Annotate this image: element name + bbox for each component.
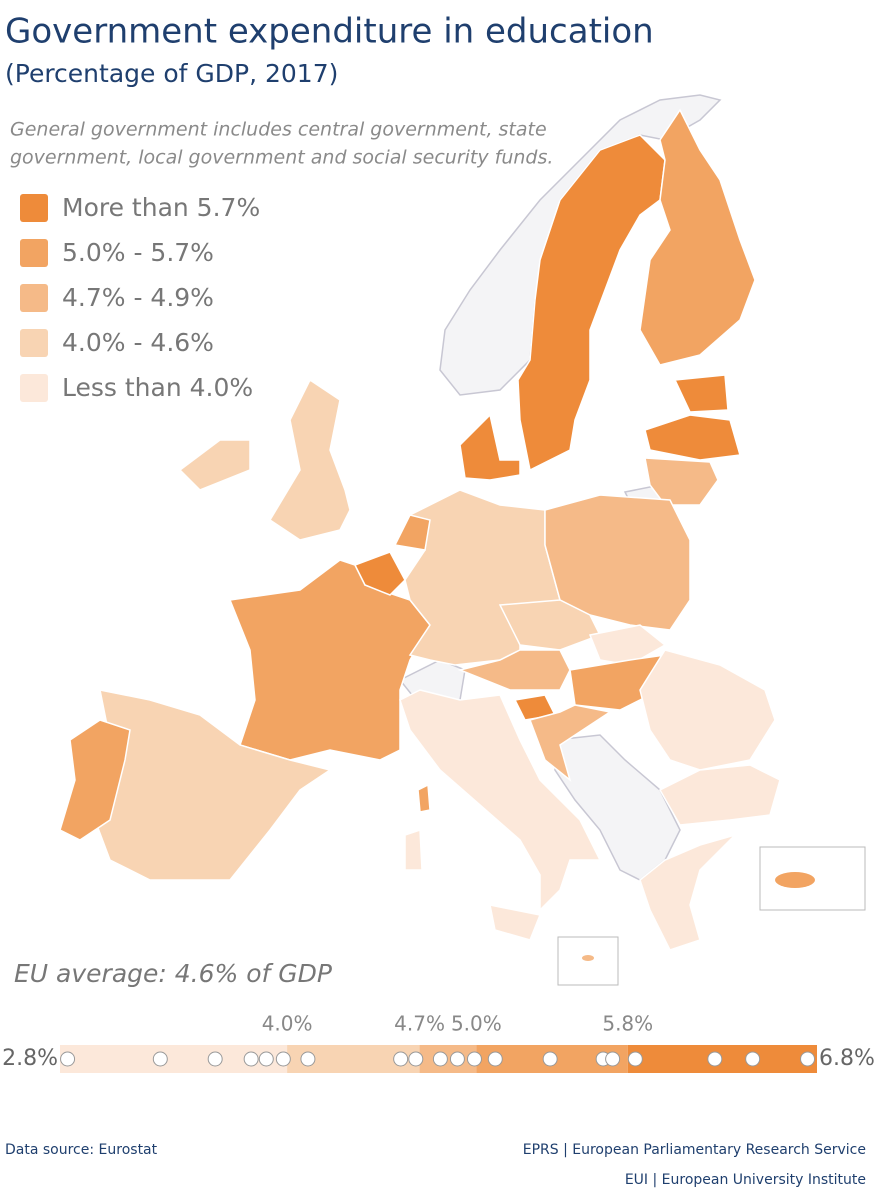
country-dot	[207, 1051, 223, 1067]
country	[639, 649, 776, 771]
source: Data source: Eurostat	[5, 1142, 158, 1158]
legend-swatch	[20, 239, 48, 267]
x-tick-label: 6.8%	[819, 1046, 875, 1071]
credit: EUI | European University Institute	[625, 1172, 866, 1188]
inset-box	[557, 936, 619, 986]
x-tick-label: 5.8%	[602, 1012, 653, 1036]
legend-swatch	[20, 329, 48, 357]
country-dot	[258, 1051, 274, 1067]
x-tick-label: 5.0%	[451, 1012, 502, 1036]
map	[59, 94, 866, 986]
country-dot	[408, 1051, 424, 1067]
country-dot	[800, 1051, 816, 1067]
country	[673, 374, 729, 413]
country-dot	[466, 1051, 482, 1067]
legend: More than 5.7% 5.0% - 5.7% 4.7% - 4.9% 4.0%…	[20, 193, 260, 402]
country	[404, 828, 423, 871]
legend-label: 4.7% - 4.9%	[62, 283, 214, 312]
country-dot	[275, 1051, 291, 1067]
note-line: government, local government and social …	[10, 147, 553, 169]
band	[419, 1045, 477, 1073]
country	[775, 872, 815, 888]
x-tick-label: 4.0%	[262, 1012, 313, 1036]
country	[268, 378, 351, 541]
band	[627, 1045, 817, 1073]
country	[639, 833, 738, 951]
eu-average: EU average: 4.6% of GDP	[14, 959, 333, 988]
country-dot	[627, 1051, 643, 1067]
country-dot	[542, 1051, 558, 1067]
strip-chart: 2.8% 4.0% 4.7% 5.0% 5.8% 6.8%	[2, 1012, 875, 1073]
country	[489, 904, 542, 941]
legend-label: 5.0% - 5.7%	[62, 238, 214, 267]
country	[644, 414, 741, 461]
country	[457, 649, 571, 691]
country	[228, 559, 431, 761]
legend-label: More than 5.7%	[62, 193, 260, 222]
country-dot	[707, 1051, 723, 1067]
country	[393, 514, 431, 551]
title: Government expenditure in education	[5, 12, 654, 52]
country-dot	[152, 1051, 168, 1067]
country	[658, 764, 781, 826]
country	[582, 955, 594, 961]
country-dot	[300, 1051, 316, 1067]
country	[417, 783, 431, 813]
legend-swatch	[20, 374, 48, 402]
country-dot	[393, 1051, 409, 1067]
legend-label: 4.0% - 4.6%	[62, 328, 214, 357]
subtitle: (Percentage of GDP, 2017)	[5, 59, 338, 88]
country	[353, 551, 406, 596]
country	[178, 439, 251, 491]
country-dot	[432, 1051, 448, 1067]
note-line: General government includes central gove…	[10, 119, 547, 141]
country	[517, 134, 666, 472]
x-tick-label: 4.7%	[394, 1012, 445, 1036]
country-dot	[605, 1051, 621, 1067]
legend-swatch	[20, 194, 48, 222]
country	[399, 689, 602, 912]
country-dot	[487, 1051, 503, 1067]
inset-box	[759, 846, 866, 911]
legend-swatch	[20, 284, 48, 312]
country	[639, 108, 756, 366]
x-tick-label: 2.8%	[2, 1046, 58, 1071]
country-dot	[243, 1051, 259, 1067]
country	[59, 719, 131, 841]
country-dot	[745, 1051, 761, 1067]
legend-label: Less than 4.0%	[62, 373, 253, 402]
credit: EPRS | European Parliamentary Research S…	[523, 1142, 866, 1158]
country-dot	[60, 1051, 76, 1067]
country	[529, 704, 612, 783]
country-dot	[449, 1051, 465, 1067]
country	[588, 624, 667, 666]
country	[459, 413, 521, 481]
country	[544, 494, 691, 631]
country	[644, 457, 719, 506]
